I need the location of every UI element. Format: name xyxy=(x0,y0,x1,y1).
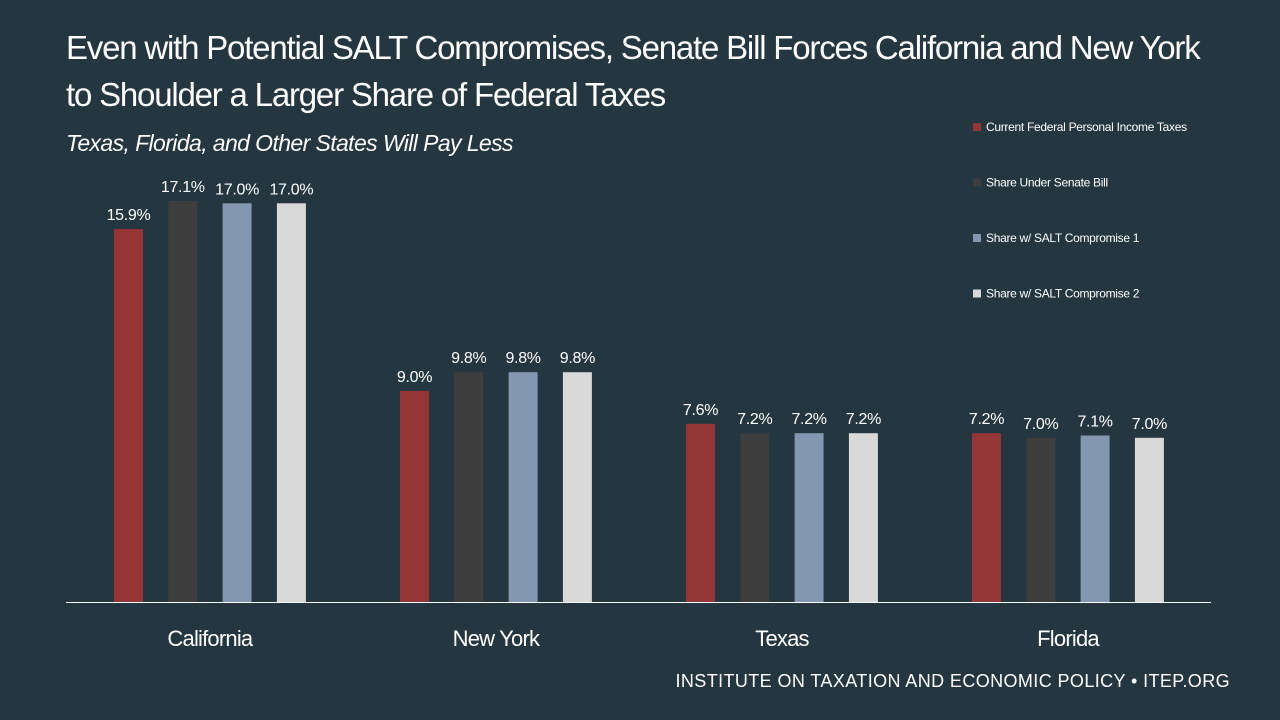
footer-credit: INSTITUTE ON TAXATION AND ECONOMIC POLIC… xyxy=(675,671,1230,691)
data-label: 7.2% xyxy=(969,411,1004,428)
category-label: Florida xyxy=(1037,626,1100,651)
data-label: 7.0% xyxy=(1023,416,1058,433)
bar xyxy=(794,433,824,602)
legend-swatch xyxy=(973,178,981,187)
bar xyxy=(1026,437,1056,602)
legend-swatch xyxy=(973,123,981,131)
bar xyxy=(848,433,878,602)
data-label: 9.0% xyxy=(397,369,432,386)
bar xyxy=(686,423,715,602)
data-label: 9.8% xyxy=(560,350,595,367)
bar xyxy=(222,203,252,603)
legend-label: Current Federal Personal Income Taxes xyxy=(986,120,1187,134)
legend-swatch xyxy=(973,289,981,298)
category-label: California xyxy=(167,626,253,651)
legend-label: Share w/ SALT Compromise 1 xyxy=(986,231,1140,245)
legend-label: Share w/ SALT Compromise 2 xyxy=(986,287,1140,301)
data-label: 9.8% xyxy=(451,350,486,367)
chart-title: Even with Potential SALT Compromises, Se… xyxy=(66,29,1201,113)
bar xyxy=(740,433,770,602)
data-label: 15.9% xyxy=(107,207,151,224)
bar xyxy=(1080,435,1110,602)
data-label: 7.6% xyxy=(683,402,718,419)
bar xyxy=(454,372,484,602)
bar xyxy=(562,372,592,602)
bar xyxy=(276,203,306,603)
data-label: 7.2% xyxy=(737,411,772,428)
bar xyxy=(508,372,538,602)
data-label: 7.2% xyxy=(846,411,881,428)
legend-swatch xyxy=(973,234,981,242)
bar xyxy=(1134,437,1164,602)
bar xyxy=(168,201,198,602)
chart-subtitle: Texas, Florida, and Other States Will Pa… xyxy=(66,130,513,156)
data-label: 17.1% xyxy=(161,179,205,196)
data-label: 9.8% xyxy=(505,350,540,367)
category-label: Texas xyxy=(755,626,809,651)
category-label: New York xyxy=(453,626,541,651)
data-label: 17.0% xyxy=(269,181,313,198)
data-label: 7.1% xyxy=(1077,414,1112,431)
data-label: 7.2% xyxy=(791,411,826,428)
legend-label: Share Under Senate Bill xyxy=(986,176,1108,190)
bar xyxy=(972,433,1001,602)
data-label: 17.0% xyxy=(215,181,259,198)
bar xyxy=(114,229,143,602)
data-label: 7.0% xyxy=(1132,416,1167,433)
bar xyxy=(400,390,429,602)
